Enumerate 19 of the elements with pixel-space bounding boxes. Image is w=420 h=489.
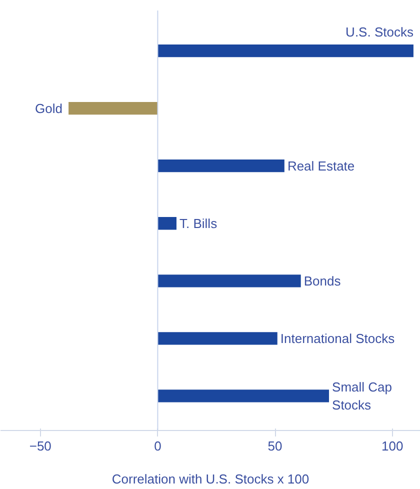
- bar: [158, 160, 284, 172]
- x-tick-label: 50: [268, 438, 282, 454]
- x-tick-label: 100: [382, 438, 404, 454]
- bar: [158, 217, 176, 230]
- y-tick-label: Bonds: [304, 273, 342, 288]
- y-tick-label: Gold: [35, 100, 62, 116]
- bar: [158, 390, 329, 402]
- x-axis-title: Correlation with U.S. Stocks x 100: [112, 472, 310, 486]
- y-tick-label: T. Bills: [180, 216, 218, 231]
- bar: [158, 332, 278, 345]
- bar: [158, 44, 414, 58]
- y-tick-label: Small Cap Stocks: [332, 379, 392, 412]
- x-tick-label: −50: [29, 438, 52, 454]
- bar: [68, 102, 158, 115]
- y-tick-label: Real Estate: [287, 158, 355, 174]
- bar: [158, 274, 301, 288]
- y-tick-label: International Stocks: [280, 330, 396, 346]
- y-tick-label: U.S. Stocks: [346, 24, 414, 40]
- x-tick-label: 0: [154, 438, 162, 454]
